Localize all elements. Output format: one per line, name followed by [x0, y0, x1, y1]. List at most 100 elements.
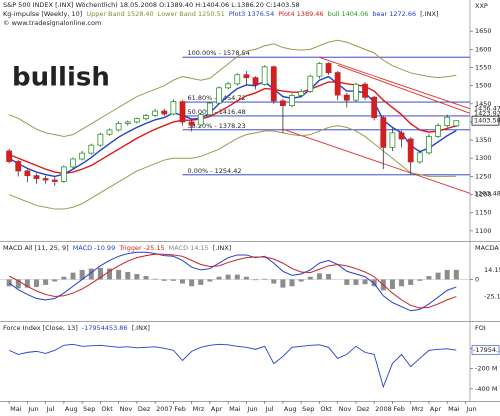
- candle-body: [298, 91, 305, 96]
- x-tick-label: Feb: [393, 405, 405, 413]
- histogram-bar: [70, 272, 76, 280]
- price-tag: 1203.48: [474, 189, 500, 197]
- candle-body: [252, 77, 259, 85]
- x-tick-label: Jun: [465, 405, 476, 413]
- legend: Kg-impulse [Weekly, 10] Upper Band 1528.4…: [3, 10, 438, 18]
- histogram-bar: [262, 278, 268, 280]
- histogram-bar: [280, 279, 286, 288]
- candle-body: [243, 74, 250, 79]
- histogram-bar: [161, 279, 167, 281]
- y-tick-label: 1150: [475, 209, 492, 217]
- x-tick-label: 2008: [375, 405, 392, 413]
- histogram-bar: [61, 276, 67, 280]
- candle-body: [152, 110, 159, 116]
- histogram-bar: [243, 276, 249, 280]
- fib-label: 38.20% - 1378.23: [188, 122, 246, 130]
- histogram-bar: [389, 279, 395, 289]
- force-line: [8, 343, 457, 389]
- histogram-bar: [170, 279, 176, 281]
- candle-body: [133, 118, 140, 123]
- x-tick-label: Sep: [302, 405, 314, 413]
- histogram-bar: [24, 279, 30, 288]
- legend-item: -17954453.86: [82, 324, 128, 332]
- candle-body: [143, 115, 149, 120]
- x-tick-label: Dez: [357, 405, 370, 413]
- candle-body: [234, 74, 241, 85]
- histogram-bar: [225, 274, 231, 280]
- candle-body: [97, 133, 104, 146]
- y-tick-label: 1600: [475, 45, 492, 53]
- histogram-bar: [453, 269, 459, 280]
- candle-body: [353, 83, 359, 101]
- histogram-bar: [125, 271, 131, 280]
- legend-item: Force Index [Close, 13]: [3, 324, 78, 332]
- x-tick-label: Sep: [83, 405, 95, 413]
- histogram-bar: [88, 268, 94, 280]
- indicator-line: [8, 81, 457, 175]
- candle-body: [15, 161, 22, 172]
- axis-label: MACDA: [475, 244, 499, 252]
- legend-item: Lower Band 1250.51: [158, 10, 225, 18]
- candle-body: [179, 101, 186, 123]
- x-tick-label: Apr: [211, 405, 223, 413]
- candle-body: [51, 179, 58, 182]
- candle-body: [307, 75, 314, 92]
- candle-body: [6, 150, 13, 162]
- source: © www.tradesignalonline.com: [3, 19, 101, 27]
- candle-body: [426, 136, 432, 154]
- legend-item: Trigger -25.15: [118, 244, 164, 252]
- x-tick-label: Nov: [120, 405, 133, 413]
- candle-body: [88, 144, 95, 154]
- x-tick-label: Okt: [320, 405, 332, 413]
- macd-line: [8, 251, 457, 312]
- x-tick-label: Jun: [27, 405, 38, 413]
- y-tick-label: -200 M: [475, 365, 497, 373]
- histogram-bar: [34, 279, 40, 287]
- x-tick-label: Mrz: [412, 405, 424, 413]
- candle-body: [106, 129, 113, 135]
- candle-body: [216, 87, 222, 104]
- x-tick-label: Jun: [246, 405, 257, 413]
- candle-body: [371, 96, 378, 118]
- candle-body: [407, 138, 414, 163]
- x-tick-label: Jul: [46, 405, 55, 413]
- price-tag: 1403.58: [474, 117, 500, 125]
- x-tick-label: Nov: [339, 405, 352, 413]
- candle-body: [316, 63, 323, 77]
- fib-label: 100.00% - 1578.54: [188, 49, 250, 57]
- histogram-bar: [234, 274, 240, 280]
- histogram-bar: [298, 279, 304, 282]
- legend-item: [.INX]: [213, 244, 231, 252]
- candle-body: [115, 123, 122, 131]
- indicator-line: [8, 39, 457, 137]
- candle-body: [42, 178, 49, 181]
- candle-body: [261, 66, 268, 85]
- candle-body: [188, 121, 195, 126]
- histogram-bar: [216, 276, 222, 280]
- x-tick-label: Aug: [284, 405, 297, 413]
- candle-body: [444, 116, 451, 126]
- price-tag: 1423.92: [474, 109, 500, 117]
- candle-body: [380, 117, 387, 148]
- candle-body: [225, 83, 232, 89]
- trendline: [282, 128, 471, 194]
- candle-body: [453, 120, 460, 127]
- histogram-bar: [344, 279, 350, 285]
- histogram-bar: [143, 276, 149, 280]
- candle-body: [398, 132, 405, 140]
- x-tick-label: Feb: [174, 405, 186, 413]
- y-tick-label: 1450: [475, 100, 492, 108]
- y-tick-label: -400 M: [475, 385, 497, 393]
- histogram-bar: [198, 279, 204, 285]
- candle-body: [70, 158, 76, 168]
- value-tag: 14.15: [484, 266, 500, 274]
- axis-label: XXP: [475, 2, 488, 10]
- macd-line: [8, 253, 457, 309]
- histogram-bar: [426, 276, 432, 280]
- trendline: [337, 64, 471, 114]
- axis-label: FOI: [475, 324, 486, 332]
- legend-item: MACD -10.99: [73, 244, 116, 252]
- value-tag: -17954...: [473, 346, 500, 354]
